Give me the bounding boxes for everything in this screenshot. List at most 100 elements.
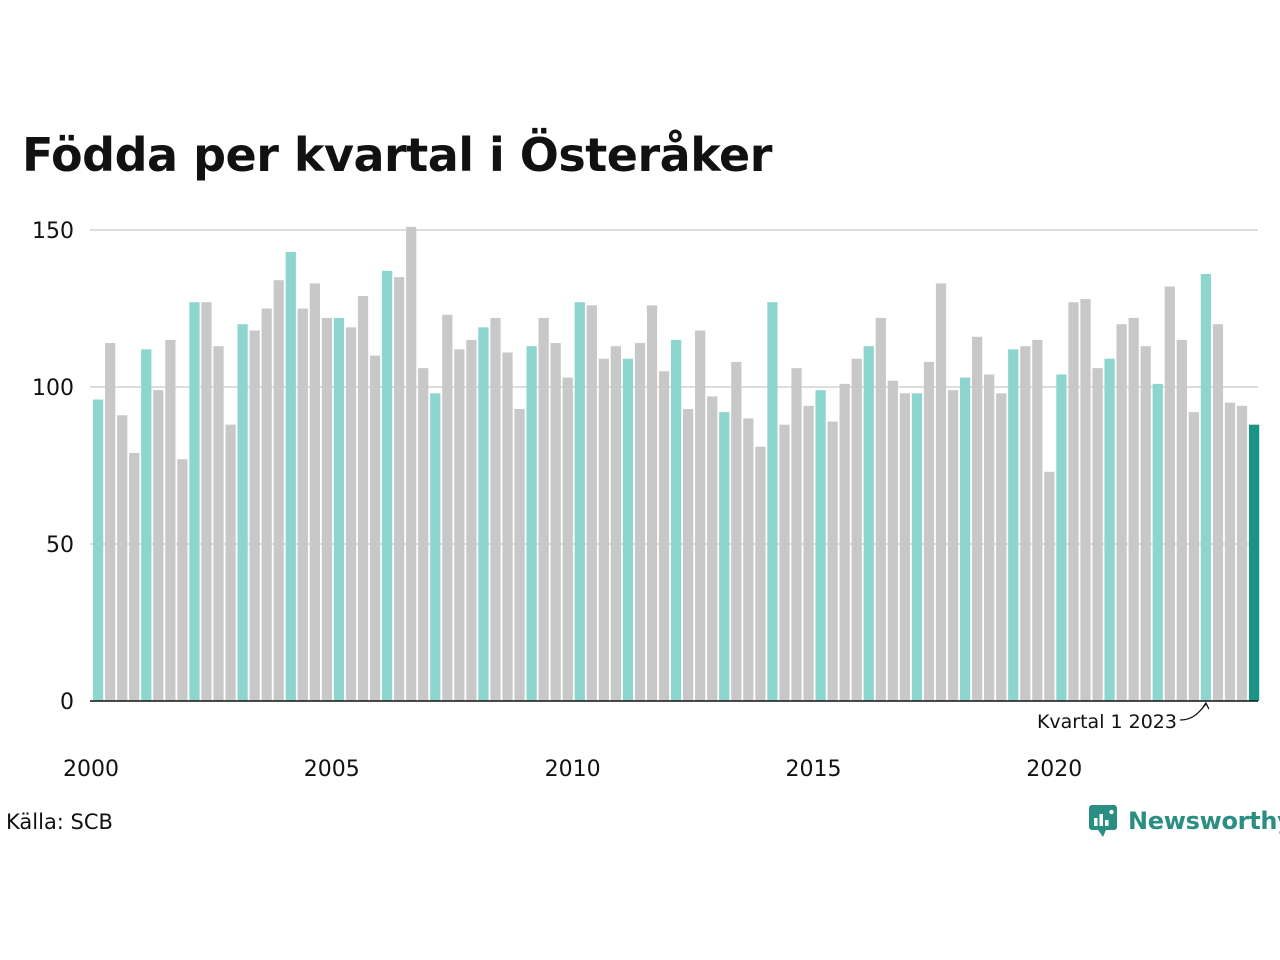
bar <box>743 418 754 701</box>
bar <box>947 390 959 701</box>
bar <box>357 295 369 701</box>
bar <box>670 339 682 701</box>
bar <box>105 343 116 701</box>
bar <box>442 314 453 701</box>
bar <box>1164 286 1175 701</box>
bar <box>1080 299 1091 701</box>
bar <box>321 317 333 701</box>
bar <box>538 317 549 701</box>
bar <box>755 446 766 701</box>
x-tick-label: 2015 <box>786 757 842 782</box>
bar <box>839 383 850 701</box>
x-tick-label: 2005 <box>304 757 360 782</box>
x-tick-label: 2020 <box>1026 757 1082 782</box>
bar <box>719 412 730 701</box>
bar <box>1032 339 1043 701</box>
bar <box>658 371 670 701</box>
bar <box>767 302 778 701</box>
bar <box>1248 424 1260 701</box>
bar <box>213 346 224 701</box>
newsworthy-logo-icon <box>1089 805 1117 837</box>
bar <box>129 452 140 701</box>
bar <box>863 346 874 701</box>
bar <box>959 377 971 701</box>
bar <box>1068 302 1079 701</box>
bar <box>646 305 658 701</box>
bar <box>201 302 212 701</box>
bar <box>394 277 405 701</box>
bar <box>887 380 898 701</box>
bar <box>695 330 706 701</box>
logo-text: Newsworthy <box>1128 807 1280 835</box>
bar <box>1224 402 1236 701</box>
bar <box>827 421 838 701</box>
bars <box>93 226 1260 702</box>
bar <box>454 349 465 701</box>
bar <box>502 352 513 701</box>
x-tick-label: 2000 <box>63 757 119 782</box>
x-tick-label: 2010 <box>545 757 601 782</box>
bar <box>1140 346 1151 701</box>
bar <box>285 251 296 702</box>
bar <box>803 405 814 701</box>
bar <box>141 349 152 701</box>
bar <box>189 302 200 701</box>
bar <box>683 408 694 701</box>
bar <box>430 393 441 701</box>
bar <box>1176 339 1187 701</box>
source-note: Källa: SCB <box>6 810 113 834</box>
bar <box>249 330 260 701</box>
bar <box>875 317 886 701</box>
bar <box>911 393 923 701</box>
y-tick-label: 150 <box>32 219 74 244</box>
bar <box>297 308 308 701</box>
bar <box>1236 405 1248 701</box>
bar <box>526 346 537 701</box>
bar <box>345 327 357 701</box>
bar <box>381 270 393 701</box>
bar <box>815 390 826 701</box>
y-tick-label: 100 <box>32 376 74 401</box>
bar <box>1104 358 1115 701</box>
bar <box>1188 412 1199 701</box>
bar <box>972 336 983 701</box>
bar <box>574 302 585 701</box>
bar <box>490 317 501 701</box>
chart-title: Födda per kvartal i Österåker <box>22 128 772 182</box>
y-tick-label: 0 <box>60 690 74 715</box>
y-axis-ticks: 0 50 100 150 <box>32 219 74 715</box>
bar <box>586 305 597 701</box>
bar <box>165 339 176 701</box>
bar <box>1116 324 1127 701</box>
bar <box>1008 349 1019 701</box>
bar <box>93 399 104 701</box>
bar <box>369 355 381 701</box>
bar <box>610 346 622 701</box>
bar <box>1092 368 1103 701</box>
bar <box>1020 346 1031 701</box>
bar <box>514 408 525 701</box>
y-tick-label: 50 <box>46 533 74 558</box>
bar <box>851 358 862 701</box>
bar <box>707 396 718 701</box>
bar <box>622 358 634 701</box>
bar <box>1212 324 1224 701</box>
bar <box>996 393 1007 701</box>
annotation-arrow <box>1179 701 1210 721</box>
bar <box>117 415 128 701</box>
bar <box>923 361 935 701</box>
bar <box>634 343 646 701</box>
bar <box>1200 273 1212 701</box>
annotation: Kvartal 1 2023 <box>1037 701 1210 733</box>
newsworthy-logo[interactable]: Newsworthy <box>1088 804 1280 838</box>
bar <box>333 317 345 701</box>
bar <box>225 424 236 701</box>
bar <box>935 283 947 701</box>
bar <box>406 226 417 702</box>
bar <box>261 308 272 701</box>
bar <box>153 390 164 701</box>
bar <box>1152 383 1163 701</box>
bar <box>598 358 609 701</box>
bar <box>731 361 742 701</box>
